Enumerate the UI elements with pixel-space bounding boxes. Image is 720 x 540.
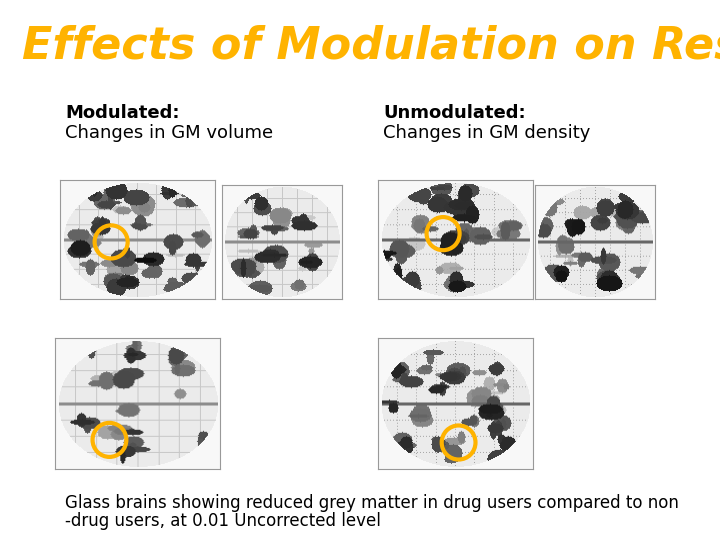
Text: Modulated:: Modulated:: [65, 104, 179, 122]
Text: Unmodulated:: Unmodulated:: [383, 104, 526, 122]
Text: Changes in GM volume: Changes in GM volume: [65, 124, 273, 141]
Text: -drug users, at 0.01 Uncorrected level: -drug users, at 0.01 Uncorrected level: [65, 512, 381, 530]
Text: Changes in GM density: Changes in GM density: [383, 124, 590, 141]
Text: Glass brains showing reduced grey matter in drug users compared to non: Glass brains showing reduced grey matter…: [65, 494, 679, 512]
Text: Effects of Modulation on Results: Effects of Modulation on Results: [22, 24, 720, 68]
